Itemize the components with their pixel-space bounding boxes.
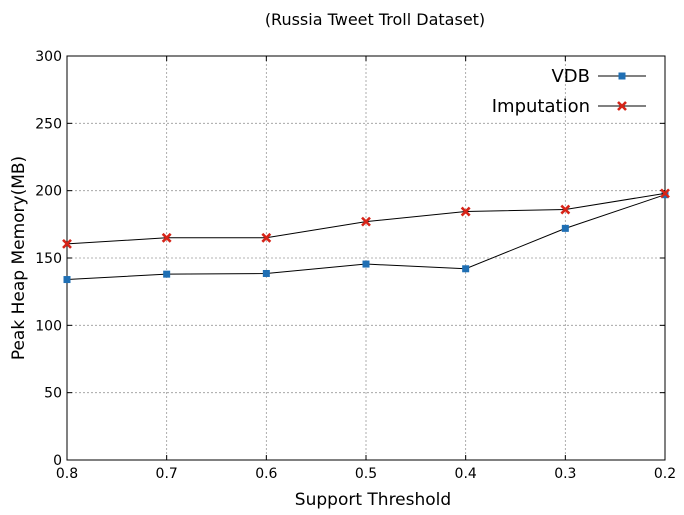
legend: VDB Imputation [492,66,646,117]
data-point-imputation [560,204,571,215]
x-tick-label: 0.2 [654,466,676,482]
legend-marker-vdb [618,72,626,80]
x-tick-label: 0.8 [56,466,78,482]
y-tick-label: 0 [53,453,62,469]
x-tick-label: 0.5 [355,466,377,482]
x-tick-label: 0.4 [455,466,477,482]
data-point-vdb [362,260,370,268]
series-lines [62,188,670,284]
x-tick-label: 0.7 [156,466,178,482]
data-point-vdb [561,224,569,232]
y-tick-label: 250 [35,116,62,132]
y-tick-label: 200 [35,184,62,200]
legend-marker-imputation [617,101,627,111]
data-point-vdb [262,269,270,277]
data-point-imputation [62,238,72,249]
legend-label-vdb: VDB [551,66,590,87]
data-point-imputation [460,206,471,217]
x-axis-ticks: 0.8 0.7 0.6 0.5 0.4 0.3 0.2 [56,56,676,482]
x-axis-title: Support Threshold [295,490,451,510]
data-point-imputation [361,216,371,227]
y-tick-label: 50 [44,386,62,402]
data-point-imputation [660,188,670,199]
x-tick-label: 0.6 [255,466,277,482]
data-point-vdb [462,265,470,273]
x-tick-label: 0.3 [554,466,576,482]
y-axis-ticks: 0 50 100 150 200 250 300 [35,49,665,469]
y-tick-label: 300 [35,49,62,65]
data-point-vdb [63,276,71,284]
legend-label-imputation: Imputation [492,96,590,117]
y-tick-label: 150 [35,251,62,267]
data-point-imputation [161,232,172,243]
y-axis-title: Peak Heap Memory(MB) [9,156,29,360]
data-point-vdb [163,270,171,278]
chart-title: (Russia Tweet Troll Dataset) [265,10,485,29]
data-point-imputation [261,232,272,243]
y-tick-label: 100 [35,318,62,334]
